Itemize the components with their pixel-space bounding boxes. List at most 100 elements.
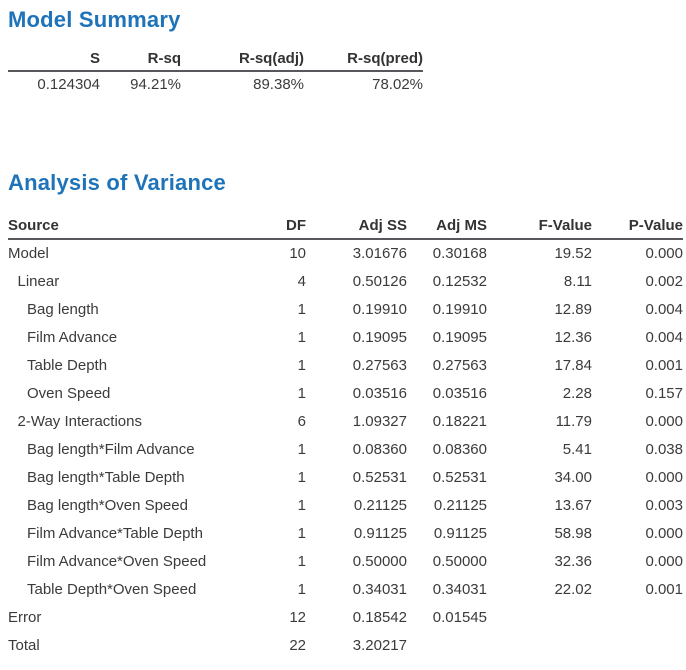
cell-p-value: 0.157	[645, 384, 683, 402]
column-header-rsq: R-sq	[100, 46, 181, 72]
cell-adj-ss: 0.21125	[353, 496, 407, 514]
column-header-p-value: P-Value	[592, 213, 683, 240]
cell-source: Error	[8, 608, 42, 626]
column-header-adj-ms: Adj MS	[407, 213, 487, 240]
cell-p-value: 0.001	[645, 580, 683, 598]
cell-adj-ms: 0.21125	[433, 496, 487, 514]
column-header-source: Source	[8, 213, 262, 240]
cell-df: 1	[297, 300, 306, 318]
cell-p-value: 0.038	[645, 440, 683, 458]
cell-f-value: 22.02	[554, 580, 592, 598]
cell-f-value: 12.89	[554, 300, 592, 318]
cell-adj-ss: 0.52531	[352, 468, 407, 486]
cell-df: 1	[297, 580, 306, 598]
anova-row-film-advance: Film Advance 1 0.19095 0.19095 12.36 0.0…	[8, 323, 683, 351]
anova-row-oven-speed: Oven Speed 1 0.03516 0.03516 2.28 0.157	[8, 379, 683, 407]
cell-df: 1	[297, 440, 306, 458]
cell-adj-ms: 0.08360	[432, 440, 487, 458]
cell-df: 1	[297, 384, 306, 402]
cell-adj-ms	[407, 631, 487, 659]
anova-row-bag-length-oven-speed: Bag length*Oven Speed 1 0.21125 0.21125 …	[8, 491, 683, 519]
cell-adj-ss: 1.09327	[352, 412, 407, 430]
anova-row-table-depth: Table Depth 1 0.27563 0.27563 17.84 0.00…	[8, 351, 683, 379]
anova-row-film-advance-oven-speed: Film Advance*Oven Speed 1 0.50000 0.5000…	[8, 547, 683, 575]
anova-row-table-depth-oven-speed: Table Depth*Oven Speed 1 0.34031 0.34031…	[8, 575, 683, 603]
cell-source: Bag length	[27, 300, 99, 318]
column-header-df: DF	[262, 213, 306, 240]
cell-source: Film Advance*Table Depth	[27, 524, 203, 542]
anova-row-bag-length: Bag length 1 0.19910 0.19910 12.89 0.004	[8, 295, 683, 323]
cell-p-value: 0.000	[645, 468, 683, 486]
cell-f-value	[487, 631, 592, 659]
cell-p-value: 0.000	[645, 412, 683, 430]
cell-adj-ss: 0.08360	[352, 440, 407, 458]
cell-f-value: 11.79	[555, 412, 592, 430]
cell-rsq-pred: 78.02%	[372, 76, 423, 93]
cell-df: 1	[297, 328, 306, 346]
column-header-rsq-pred: R-sq(pred)	[304, 46, 423, 72]
cell-p-value: 0.004	[645, 328, 683, 346]
cell-source: Bag length*Table Depth	[27, 468, 185, 486]
column-header-rsq-adj: R-sq(adj)	[181, 46, 304, 72]
cell-f-value: 34.00	[554, 468, 592, 486]
cell-df: 1	[297, 468, 306, 486]
anova-row-total: Total 22 3.20217	[8, 631, 683, 659]
cell-adj-ss: 0.34031	[352, 580, 407, 598]
cell-df: 10	[289, 245, 306, 262]
cell-p-value: 0.001	[645, 356, 683, 374]
cell-adj-ms: 0.91125	[433, 524, 487, 542]
model-summary-title: Model Summary	[8, 7, 181, 32]
cell-source: Bag length*Oven Speed	[27, 496, 188, 514]
cell-f-value: 17.84	[554, 356, 592, 374]
cell-f-value: 5.41	[562, 440, 592, 458]
cell-source: Film Advance*Oven Speed	[27, 552, 207, 570]
cell-adj-ss: 3.01676	[352, 245, 407, 262]
cell-adj-ss: 0.03516	[352, 384, 407, 402]
cell-adj-ms: 0.30168	[432, 245, 487, 262]
cell-adj-ss: 0.91125	[353, 524, 407, 542]
cell-f-value: 2.28	[562, 384, 592, 402]
cell-df: 12	[289, 608, 306, 626]
cell-f-value: 12.36	[554, 328, 592, 346]
cell-adj-ms: 0.18221	[432, 412, 487, 430]
cell-adj-ms: 0.19095	[432, 328, 487, 346]
cell-source: 2-Way Interactions	[17, 412, 143, 430]
cell-f-value	[487, 603, 592, 631]
cell-p-value: 0.000	[645, 552, 683, 570]
anova-row-2way-interactions: 2-Way Interactions 6 1.09327 0.18221 11.…	[8, 407, 684, 435]
cell-adj-ss: 0.19095	[352, 328, 407, 346]
cell-f-value: 32.36	[554, 552, 592, 570]
cell-source: Linear	[17, 272, 60, 290]
cell-adj-ms: 0.03516	[432, 384, 487, 402]
anova-table: Source DF Adj SS Adj MS F-Value P-Value …	[8, 213, 683, 659]
cell-adj-ms: 0.52531	[432, 468, 487, 486]
cell-p-value	[592, 631, 683, 659]
model-summary-table: S R-sq R-sq(adj) R-sq(pred) 0.124304 94.…	[8, 46, 423, 97]
cell-adj-ms: 0.50000	[432, 552, 487, 570]
cell-f-value: 8.11	[563, 272, 592, 290]
cell-adj-ms: 0.19910	[432, 300, 487, 318]
cell-source: Table Depth	[27, 356, 108, 374]
cell-p-value	[592, 603, 683, 631]
cell-df: 6	[297, 412, 306, 430]
model-summary-header-row: S R-sq R-sq(adj) R-sq(pred)	[8, 46, 423, 72]
anova-row-film-advance-table-depth: Film Advance*Table Depth 1 0.91125 0.911…	[8, 519, 683, 547]
anova-title: Analysis of Variance	[8, 170, 226, 195]
cell-rsq: 94.21%	[130, 76, 181, 93]
cell-adj-ss: 0.18542	[352, 608, 407, 626]
column-header-adj-ss: Adj SS	[306, 213, 407, 240]
cell-source: Film Advance	[27, 328, 118, 346]
cell-df: 22	[289, 636, 306, 654]
cell-p-value: 0.003	[645, 496, 683, 514]
cell-source: Bag length*Film Advance	[27, 440, 195, 458]
cell-source: Table Depth*Oven Speed	[27, 580, 197, 598]
cell-f-value: 58.98	[554, 524, 592, 542]
cell-adj-ms: 0.12532	[432, 272, 487, 290]
cell-f-value: 19.52	[554, 245, 592, 262]
cell-adj-ms: 0.01545	[432, 608, 487, 626]
anova-header-row: Source DF Adj SS Adj MS F-Value P-Value	[8, 213, 683, 240]
cell-p-value: 0.000	[645, 524, 683, 542]
cell-source: Total	[8, 636, 40, 654]
anova-row-bag-length-film-advance: Bag length*Film Advance 1 0.08360 0.0836…	[8, 435, 683, 463]
